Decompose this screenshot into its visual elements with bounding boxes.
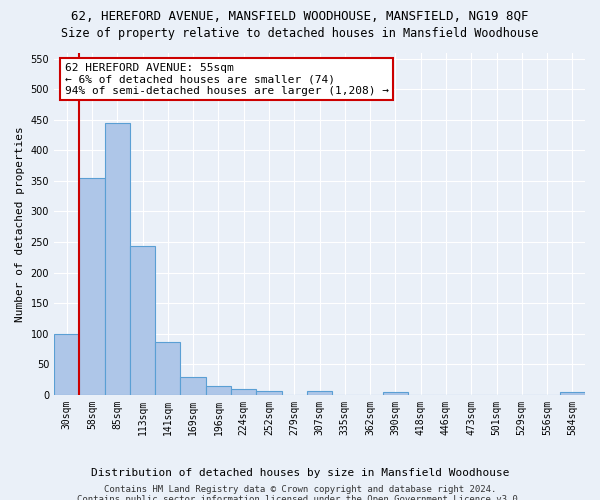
Text: 62 HEREFORD AVENUE: 55sqm
← 6% of detached houses are smaller (74)
94% of semi-d: 62 HEREFORD AVENUE: 55sqm ← 6% of detach…: [65, 63, 389, 96]
Bar: [231, 389, 256, 395]
Text: Distribution of detached houses by size in Mansfield Woodhouse: Distribution of detached houses by size …: [91, 468, 509, 477]
Bar: [181, 376, 206, 395]
Bar: [54, 334, 79, 395]
Bar: [130, 246, 155, 395]
Text: Size of property relative to detached houses in Mansfield Woodhouse: Size of property relative to detached ho…: [61, 28, 539, 40]
Bar: [307, 391, 332, 395]
Bar: [104, 123, 130, 395]
Bar: [560, 392, 585, 395]
Y-axis label: Number of detached properties: Number of detached properties: [15, 126, 25, 322]
Bar: [79, 178, 104, 395]
Text: Contains HM Land Registry data © Crown copyright and database right 2024.
Contai: Contains HM Land Registry data © Crown c…: [77, 485, 523, 500]
Bar: [206, 386, 231, 395]
Bar: [155, 342, 181, 395]
Text: 62, HEREFORD AVENUE, MANSFIELD WOODHOUSE, MANSFIELD, NG19 8QF: 62, HEREFORD AVENUE, MANSFIELD WOODHOUSE…: [71, 10, 529, 23]
Bar: [256, 391, 281, 395]
Bar: [383, 392, 408, 395]
